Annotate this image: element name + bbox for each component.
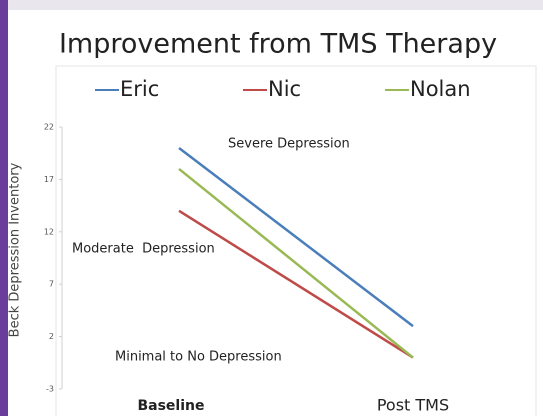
annotation: Severe Depression (228, 137, 350, 152)
y-tick-label: 22 (44, 123, 54, 132)
legend-label: Nic (268, 77, 301, 101)
slide-panel (8, 10, 543, 416)
y-tick-label: 17 (44, 175, 54, 184)
y-axis-label: Beck Depression Inventory (8, 162, 23, 337)
x-tick-label: Baseline (137, 398, 204, 414)
accent-bar (0, 0, 8, 416)
y-tick-label: 2 (49, 332, 54, 341)
y-tick-label: -3 (46, 385, 54, 394)
y-tick-label: 7 (49, 280, 54, 289)
x-tick-label: Post TMS (377, 396, 449, 415)
plot-frame (55, 65, 537, 416)
legend-label: Eric (120, 77, 159, 101)
series-line (178, 146, 414, 328)
series-line (178, 209, 414, 359)
y-tick-label: 12 (44, 227, 54, 236)
series-line (178, 167, 414, 359)
annotation: Minimal to No Depression (115, 350, 282, 365)
legend-label: Nolan (410, 77, 471, 101)
annotation: Moderate Depression (72, 242, 215, 257)
chart-title: Improvement from TMS Therapy (59, 29, 497, 60)
